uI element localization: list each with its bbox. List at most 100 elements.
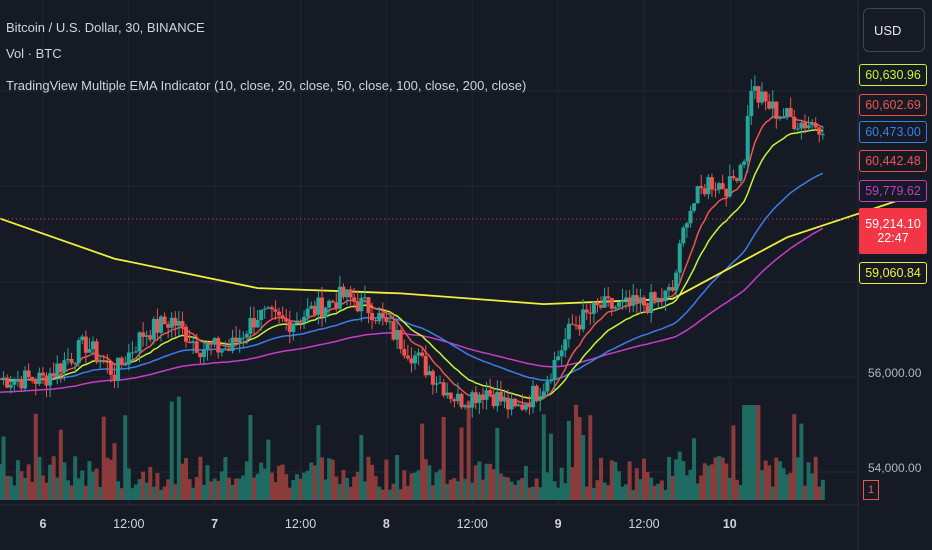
candle-body	[302, 316, 307, 323]
volume-bar	[785, 474, 790, 500]
candle-body	[709, 177, 714, 190]
candle-body	[606, 296, 611, 299]
volume-bar	[609, 460, 614, 500]
volume-bar	[670, 475, 675, 500]
volume-bar	[402, 470, 407, 500]
candle-body	[613, 306, 618, 309]
volume-bar	[463, 478, 468, 500]
candle-body	[463, 405, 468, 408]
candle-body	[58, 363, 63, 373]
candle-body	[37, 372, 42, 384]
candle-body	[452, 399, 457, 402]
volume-bar	[248, 415, 253, 500]
volume-bar	[373, 476, 378, 500]
candle-body	[563, 339, 568, 351]
candle-body	[176, 321, 181, 326]
volume-bar	[438, 469, 443, 500]
volume-bar	[277, 465, 282, 500]
candle-body	[602, 296, 607, 308]
volume-bar	[126, 468, 131, 500]
volume-bar	[477, 461, 482, 500]
volume-bar	[548, 433, 553, 500]
candle-body	[509, 398, 514, 410]
volume-bar	[184, 458, 189, 500]
volume-bar	[420, 423, 425, 500]
candle-body	[409, 358, 414, 364]
candle-body	[80, 336, 85, 341]
volume-bar	[752, 405, 757, 500]
volume-bar	[101, 416, 106, 500]
candle-body	[201, 349, 206, 358]
volume-bar	[559, 467, 564, 500]
volume-bar	[713, 457, 718, 500]
volume-bar	[616, 471, 621, 500]
candle-body	[423, 355, 428, 376]
volume-bar	[98, 486, 103, 500]
volume-bar	[370, 464, 375, 500]
ema20-line	[0, 129, 823, 400]
candle-body	[552, 360, 557, 381]
candle-body	[40, 372, 45, 376]
currency-button[interactable]: USD	[863, 8, 925, 52]
candle-body	[155, 318, 160, 333]
candle-body	[133, 351, 138, 353]
volume-bar	[663, 489, 668, 500]
volume-bar	[774, 457, 779, 500]
candle-body	[745, 116, 750, 162]
candle-body	[734, 178, 739, 181]
candle-body	[12, 380, 17, 385]
volume-bar	[69, 485, 74, 500]
candle-body	[98, 360, 103, 363]
candle-body	[48, 373, 53, 386]
volume-bar	[287, 487, 292, 500]
volume-bar	[398, 489, 403, 500]
volume-bar	[273, 482, 278, 500]
candle-body	[566, 323, 571, 340]
volume-bar	[613, 461, 618, 500]
volume-bar	[573, 404, 578, 500]
volume-bar	[73, 456, 78, 500]
candle-body	[402, 349, 407, 356]
volume-bar	[330, 459, 335, 500]
candle-body	[194, 341, 199, 353]
candle-body	[119, 357, 124, 365]
y-axis-label: 54,000.00	[868, 461, 922, 475]
candle-body	[377, 312, 382, 322]
volume-bar	[427, 465, 432, 500]
volume-bar	[209, 481, 214, 500]
x-axis-label: 8	[382, 517, 390, 531]
volume-bar	[80, 470, 85, 500]
volume-bar	[795, 457, 800, 500]
volume-bar	[763, 460, 768, 500]
candle-body	[480, 394, 485, 400]
candle-body	[516, 404, 521, 407]
volume-bar	[777, 461, 782, 500]
volume-bar	[30, 481, 35, 500]
candle-body	[459, 393, 464, 408]
volume-bar	[599, 457, 604, 500]
candle-body	[649, 292, 654, 313]
volume-bar	[1, 436, 6, 500]
volume-bar	[627, 461, 632, 500]
volume-bar	[434, 472, 439, 500]
volume-bar	[688, 469, 693, 500]
candle-body	[466, 405, 471, 408]
candle-body	[277, 311, 282, 316]
volume-bar	[581, 435, 586, 500]
volume-bar	[709, 464, 714, 500]
volume-bar	[541, 414, 546, 500]
volume-bar	[556, 487, 561, 500]
candle-body	[284, 318, 289, 322]
volume-bar	[681, 461, 686, 500]
volume-bar	[148, 466, 153, 500]
volume-bar	[137, 479, 142, 500]
candle-body	[677, 243, 682, 273]
volume-bar	[523, 465, 528, 500]
candle-body	[420, 352, 425, 356]
candle-body	[627, 297, 632, 306]
volume-bar	[813, 456, 818, 500]
volume-bar	[280, 464, 285, 500]
candle-body	[144, 335, 149, 337]
volume-bar	[545, 472, 550, 500]
